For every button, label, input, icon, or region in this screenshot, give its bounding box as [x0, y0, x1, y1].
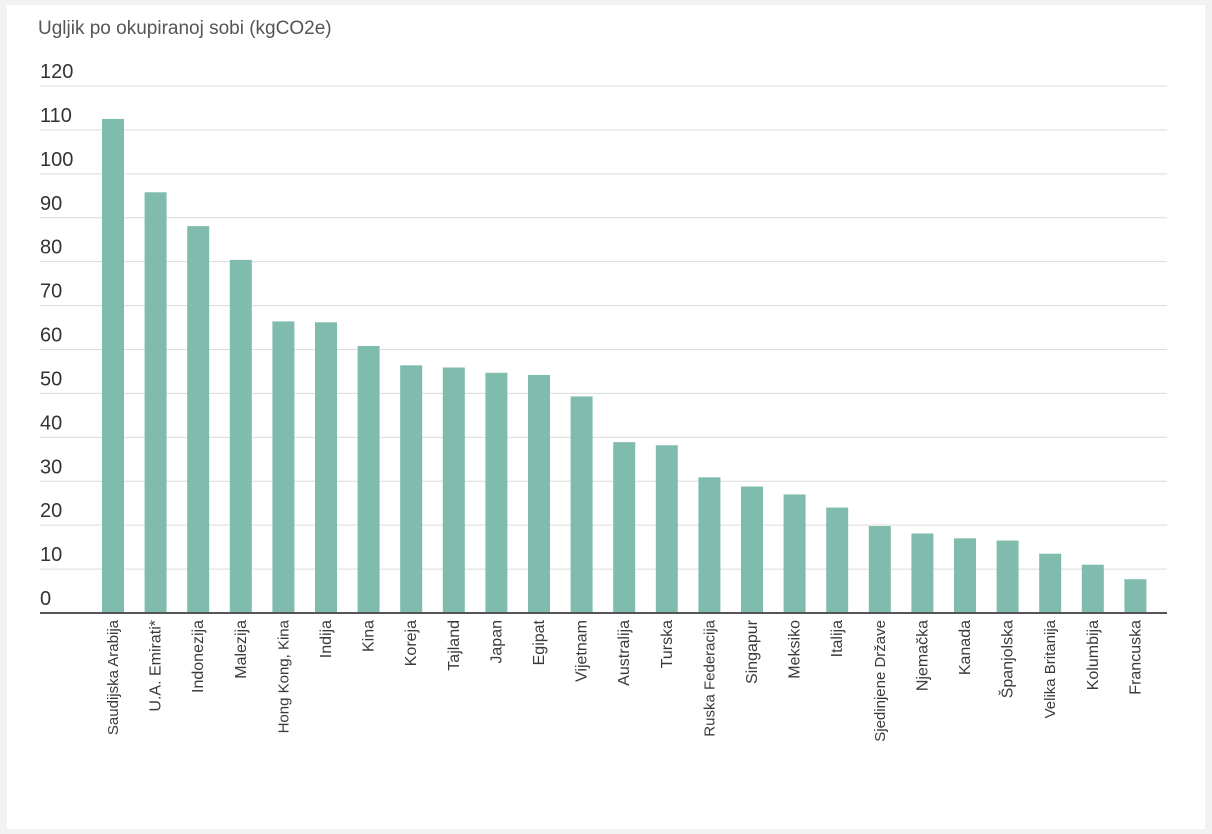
bar	[102, 118, 124, 613]
x-tick-label: Kanada	[957, 620, 974, 675]
x-tick-label: Australija	[616, 620, 633, 686]
bar	[315, 322, 337, 613]
x-tick-label: Italija	[829, 620, 846, 657]
bar	[613, 442, 636, 613]
x-tick-label: U.A. Emirati*	[148, 620, 165, 712]
y-tick-label: 120	[40, 61, 73, 83]
y-tick-label: 110	[40, 105, 72, 127]
bar	[187, 226, 210, 613]
x-tick-label: Njemačka	[914, 620, 931, 691]
y-tick-label: 90	[40, 193, 62, 215]
y-tick-label: 20	[40, 500, 62, 522]
bar	[954, 538, 976, 613]
x-tick-label: Malezija	[233, 620, 250, 679]
bar	[144, 192, 167, 614]
x-tick-label: Vijetnam	[574, 620, 591, 682]
bar	[1039, 553, 1062, 613]
y-tick-label: 30	[40, 456, 62, 478]
bar	[1124, 579, 1147, 613]
bar	[911, 533, 934, 613]
x-tick-label: Francuska	[1127, 620, 1144, 695]
y-tick-label: 50	[40, 368, 62, 390]
x-tick-label: Meksiko	[787, 620, 804, 679]
x-tick-label: Hong Kong, Kina	[275, 619, 292, 733]
x-tick-label: Velika Britanija	[1042, 619, 1059, 718]
bar	[655, 445, 678, 613]
bar	[698, 477, 721, 613]
x-tick-label: Ruska Federacija	[701, 619, 718, 736]
bar	[996, 540, 1019, 613]
x-tick-label: Turska	[659, 620, 676, 668]
y-tick-label: 80	[40, 237, 62, 259]
x-tick-label: Španjolska	[998, 620, 1017, 698]
x-tick-label: Singapur	[744, 619, 761, 684]
x-tick-label: Tajland	[446, 620, 463, 671]
bar	[400, 365, 423, 613]
x-tick-label: Indija	[318, 620, 335, 658]
bar	[570, 396, 593, 613]
x-tick-label: Sjedinjene Države	[872, 620, 889, 742]
bar	[229, 259, 252, 613]
bar	[1081, 564, 1104, 613]
x-tick-label: Kina	[361, 620, 378, 652]
x-tick-label: Koreja	[403, 620, 420, 666]
bar	[357, 345, 380, 613]
x-tick-label: Kolumbija	[1085, 620, 1102, 690]
bar	[868, 526, 891, 613]
bar	[485, 372, 508, 613]
x-tick-label: Indonezija	[190, 620, 207, 693]
y-tick-label: 10	[40, 544, 62, 566]
chart-title: Ugljik po okupiranoj sobi (kgCO2e)	[38, 18, 332, 39]
bar	[826, 507, 849, 613]
bar	[741, 486, 763, 613]
y-tick-label: 60	[40, 325, 62, 347]
bar	[783, 494, 806, 613]
x-tick-label: Egipat	[531, 619, 548, 665]
y-tick-label: 0	[40, 588, 51, 610]
bar	[272, 321, 295, 613]
bar	[442, 367, 465, 613]
x-tick-label: Japan	[488, 620, 505, 664]
y-tick-label: 100	[40, 149, 73, 171]
y-tick-label: 40	[40, 412, 62, 434]
x-tick-label: Saudijska Arabija	[105, 619, 122, 735]
y-tick-label: 70	[40, 281, 62, 303]
bar	[528, 374, 550, 613]
